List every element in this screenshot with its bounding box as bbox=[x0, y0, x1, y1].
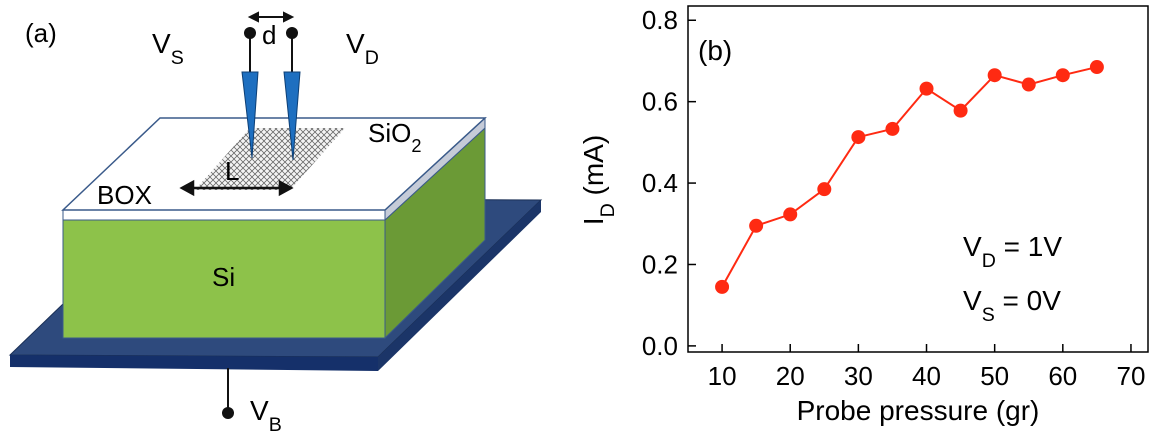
label-sub: D bbox=[365, 47, 379, 69]
drain-label: VD bbox=[346, 28, 379, 69]
label-rest: = 1V bbox=[996, 231, 1062, 262]
label-main: V bbox=[250, 395, 269, 426]
label-main: V bbox=[346, 28, 365, 59]
y-tick-label: 0.4 bbox=[642, 168, 678, 198]
x-tick-label: 40 bbox=[912, 361, 941, 391]
data-point bbox=[954, 104, 968, 118]
label-main: I bbox=[578, 217, 609, 225]
gate-contact bbox=[222, 407, 234, 419]
data-point bbox=[817, 182, 831, 196]
data-point bbox=[885, 122, 899, 136]
x-tick-label: 70 bbox=[1117, 361, 1146, 391]
label-main: SiO bbox=[368, 118, 411, 148]
label-main: V bbox=[152, 28, 171, 59]
gate-plate-front bbox=[10, 355, 378, 371]
gate-label: VB bbox=[250, 395, 282, 436]
label-sub: D bbox=[597, 203, 619, 217]
y-tick-label: 0.0 bbox=[642, 331, 678, 361]
data-point bbox=[1022, 78, 1036, 92]
data-point bbox=[851, 130, 865, 144]
probe-contact bbox=[286, 27, 298, 39]
label-main: V bbox=[963, 285, 982, 316]
x-tick-label: 60 bbox=[1048, 361, 1077, 391]
chart: (b) Probe pressure (gr) ID (mA) VD = 1V … bbox=[578, 5, 1148, 426]
label-sub: 2 bbox=[411, 136, 421, 156]
probe-contact bbox=[244, 27, 256, 39]
substrate-label: Si bbox=[212, 262, 235, 292]
data-point bbox=[783, 207, 797, 221]
spacing-label: d bbox=[262, 20, 276, 50]
label-sub: S bbox=[171, 47, 184, 69]
y-tick-label: 0.6 bbox=[642, 87, 678, 117]
label-main: V bbox=[963, 231, 982, 262]
annotation: VS = 0V bbox=[963, 285, 1061, 326]
data-point bbox=[749, 219, 763, 233]
source-label: VS bbox=[152, 28, 184, 69]
y-axis-label: ID (mA) bbox=[578, 135, 619, 225]
length-label: L bbox=[225, 156, 239, 186]
device-diagram: (a) VS d VD SiO2 L BOX Si VB bbox=[10, 13, 541, 436]
data-point bbox=[1090, 60, 1104, 74]
x-tick-label: 10 bbox=[708, 361, 737, 391]
label-sub: D bbox=[982, 250, 996, 272]
panel-label: (a) bbox=[25, 18, 57, 48]
label-sub: B bbox=[269, 414, 282, 436]
y-tick-label: 0.2 bbox=[642, 249, 678, 279]
x-tick-label: 20 bbox=[776, 361, 805, 391]
box-label: BOX bbox=[97, 180, 152, 210]
plot-frame bbox=[688, 6, 1148, 352]
x-tick-label: 50 bbox=[980, 361, 1009, 391]
data-point bbox=[920, 82, 934, 96]
data-point bbox=[988, 68, 1002, 82]
label-rest: (mA) bbox=[578, 135, 609, 203]
x-tick-label: 30 bbox=[844, 361, 873, 391]
y-tick-label: 0.8 bbox=[642, 5, 678, 35]
label-sub: S bbox=[982, 304, 995, 326]
figure: (a) VS d VD SiO2 L BOX Si VB (b) Probe p… bbox=[0, 0, 1161, 436]
box-front bbox=[63, 210, 385, 220]
data-point bbox=[715, 280, 729, 294]
x-axis-label: Probe pressure (gr) bbox=[797, 395, 1040, 426]
data-point bbox=[1056, 68, 1070, 82]
panel-label: (b) bbox=[698, 35, 732, 66]
annotation: VD = 1V bbox=[963, 231, 1062, 272]
label-rest: = 0V bbox=[995, 285, 1061, 316]
